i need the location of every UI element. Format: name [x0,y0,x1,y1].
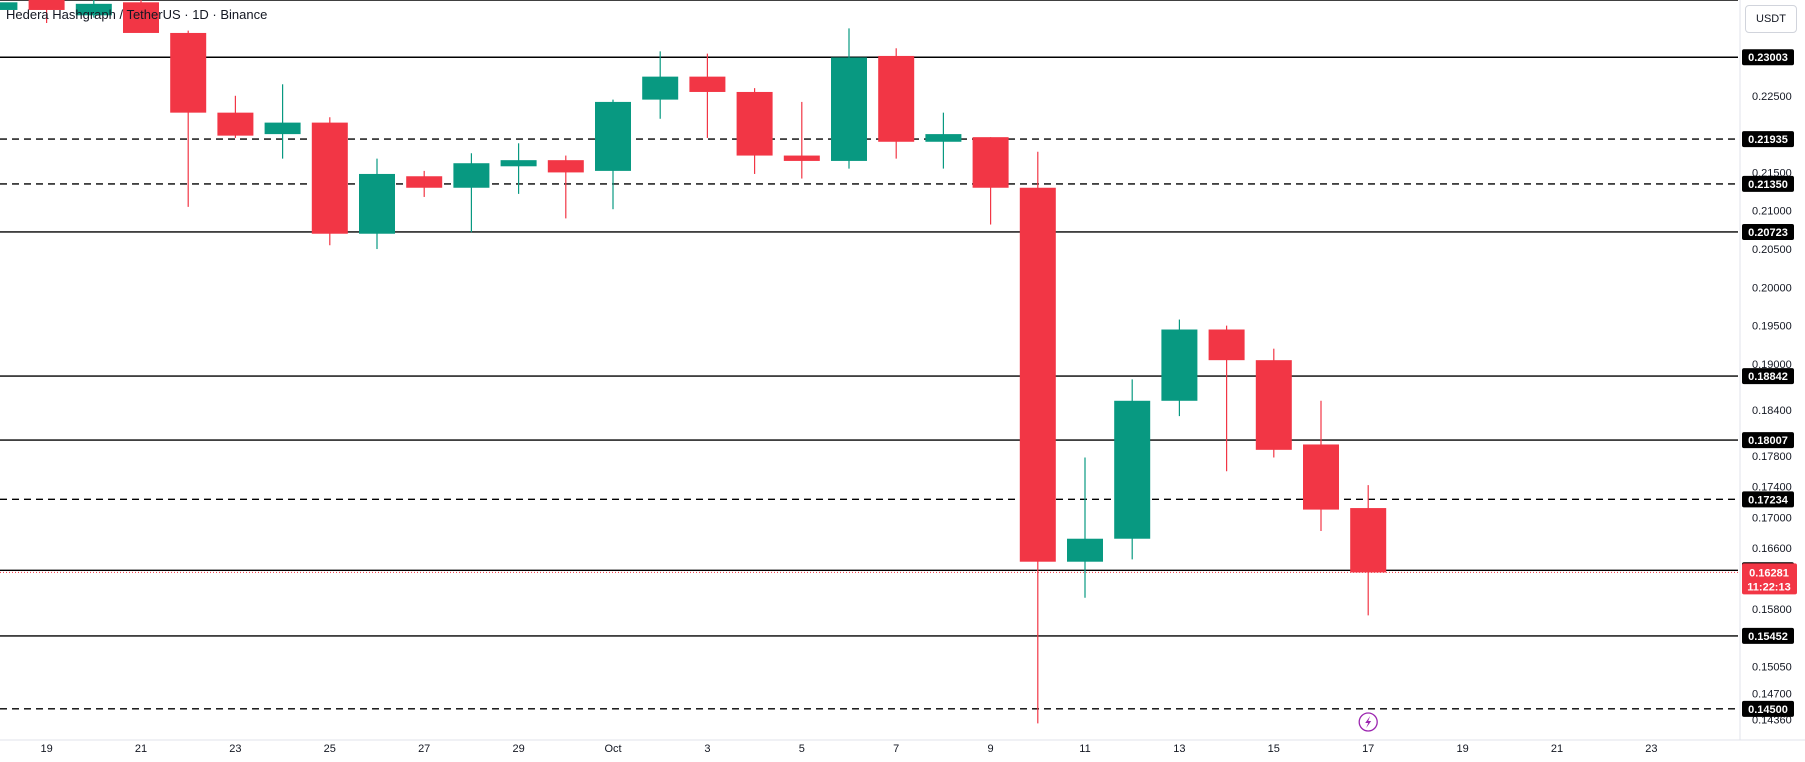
x-tick-label: 11 [1079,743,1090,755]
y-tick-label: 0.14360 [1752,715,1792,727]
level-price-label: 0.18007 [1748,435,1788,447]
y-tick-label: 0.16600 [1752,543,1792,555]
level-price-label: 0.21935 [1748,134,1788,146]
candle-body [264,122,301,135]
x-tick-label: 21 [135,743,147,755]
x-tick-label: 13 [1173,743,1185,755]
candle-body [1067,538,1103,562]
candle-body [1303,444,1339,510]
x-tick-label: 19 [40,743,52,755]
candle-body [28,0,65,10]
current-price-tag [1742,563,1797,595]
candle-body [1114,400,1151,539]
level-price-tag [1742,700,1794,717]
candle-body [217,112,254,136]
y-tick-label: 0.21000 [1752,206,1792,218]
y-tick-label: 0.17000 [1752,512,1792,524]
y-tick-label: 0.19000 [1752,359,1792,371]
y-tick-label: 0.17800 [1752,451,1792,463]
candle-body [359,173,395,234]
candle-body [736,91,773,156]
candle-body [1255,360,1292,450]
candle-body [925,134,962,142]
level-price-tag [1742,49,1794,66]
candle-body [311,122,348,234]
x-tick-label: Oct [604,743,621,755]
candle-body [123,2,159,33]
level-price-label: 0.20723 [1748,227,1788,239]
level-price-label: 0.23003 [1748,52,1788,64]
x-tick-label: 23 [229,743,241,755]
level-price-tag [1742,491,1794,508]
x-tick-label: 7 [893,743,899,755]
candle-body [783,155,820,161]
lightning-bolt [1365,716,1372,728]
y-tick-label: 0.17400 [1752,482,1792,494]
x-tick-label: 25 [324,743,336,755]
y-tick-label: 0.15800 [1752,604,1792,616]
level-price-tag [1742,223,1794,240]
level-price-label: 0.15452 [1748,631,1788,643]
current-price-label: 0.16281 [1749,567,1789,579]
candle-body [0,2,18,10]
level-price-tag [1742,131,1794,148]
y-tick-label: 0.22500 [1752,91,1792,103]
y-tick-label: 0.15050 [1752,662,1792,674]
level-price-label: 0.17234 [1748,494,1789,506]
candle-body [1350,508,1387,573]
candle-body [170,32,207,113]
x-tick-label: 23 [1645,743,1657,755]
x-tick-label: 5 [799,743,805,755]
candle-body [878,55,915,142]
countdown-label: 11:22:13 [1747,581,1790,593]
currency-button[interactable]: USDT [1745,5,1797,33]
candle-body [75,3,112,16]
level-price-label: 0.18842 [1748,371,1788,383]
y-tick-label: 0.14700 [1752,689,1792,701]
level-price-tag [1742,175,1794,192]
candle-body [831,57,867,161]
x-tick-label: 29 [512,743,524,755]
x-tick-label: 27 [418,743,430,755]
level-price-tag [1742,432,1794,449]
candle-body [453,163,490,188]
candle-body [972,137,1009,188]
level-price-tag [1742,368,1794,385]
y-tick-label: 0.20500 [1752,244,1792,256]
level-price-label: 0.21350 [1748,179,1788,191]
chart-title: Hedera Hashgraph / TetherUS · 1D · Binan… [6,7,268,22]
x-tick-label: 17 [1362,743,1374,755]
x-tick-label: 9 [988,743,994,755]
candle-body [1161,329,1198,401]
candle-body [642,76,679,100]
y-tick-label: 0.20000 [1752,282,1792,294]
candle-body [547,160,584,173]
candle-body [500,160,537,167]
level-price-label: 0.14500 [1748,704,1788,716]
y-tick-label: 0.19500 [1752,321,1792,333]
level-price-tag [1742,627,1794,644]
x-tick-label: 21 [1551,743,1563,755]
candle-body [595,101,631,171]
candle-body [1019,187,1056,562]
x-tick-label: 3 [704,743,710,755]
candle-body [1208,329,1245,361]
candle-body [689,76,726,92]
x-tick-label: 19 [1456,743,1468,755]
candle-body [406,176,443,188]
y-tick-label: 0.18400 [1752,405,1792,417]
x-tick-label: 15 [1268,743,1280,755]
